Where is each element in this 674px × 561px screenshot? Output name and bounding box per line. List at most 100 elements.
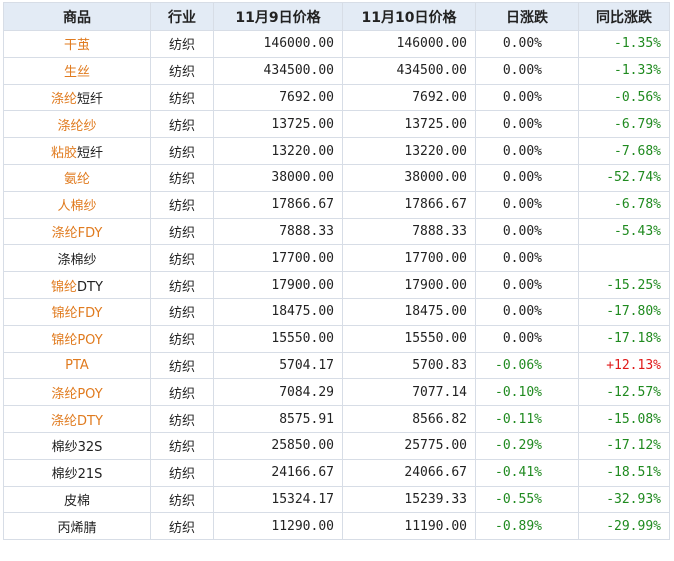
commodity-suffix: 丙烯腈 [57, 520, 97, 536]
commodity-suffix: 皮棉 [63, 493, 90, 509]
daily-change-cell: 0.00% [475, 324, 579, 353]
price-nov9-cell: 7084.29 [213, 378, 343, 407]
price-nov9-cell: 15324.17 [213, 485, 343, 514]
table-row: 氨纶 纺织 38000.00 38000.00 0.00% -52.74% [3, 163, 670, 192]
price-nov10-cell: 13220.00 [342, 137, 476, 165]
commodity-name: 锦纶FDY [3, 297, 151, 326]
industry-cell: 纺织 [150, 271, 214, 299]
industry-cell: 纺织 [150, 83, 214, 112]
yoy-change-cell: -15.25% [578, 271, 670, 299]
commodity-link[interactable]: 粘胶 [50, 145, 77, 161]
yoy-change-cell: -29.99% [578, 512, 670, 541]
commodity-suffix: 棉纱32S [51, 440, 103, 456]
table-row: 涤纶DTY 纺织 8575.91 8566.82 -0.11% -15.08% [3, 405, 670, 433]
yoy-change-cell: -52.74% [578, 163, 670, 192]
header-price-nov9[interactable]: 11月9日价格 [213, 2, 343, 31]
daily-change-cell: 0.00% [475, 137, 579, 165]
table-row: 皮棉 纺织 15324.17 15239.33 -0.55% -32.93% [3, 485, 670, 514]
table-row: 涤纶短纤 纺织 7692.00 7692.00 0.00% -0.56% [3, 83, 670, 112]
industry-cell: 纺织 [150, 190, 214, 219]
commodity-name: 涤棉纱 [3, 244, 151, 273]
commodity-suffix: 涤棉纱 [57, 252, 97, 268]
price-nov9-cell: 17866.67 [213, 190, 343, 219]
commodity-name: 丙烯腈 [3, 512, 151, 541]
yoy-change-cell: -6.78% [578, 190, 670, 219]
price-nov9-cell: 18475.00 [213, 297, 343, 326]
price-nov9-cell: 17900.00 [213, 271, 343, 299]
price-nov9-cell: 17700.00 [213, 244, 343, 273]
table-row: 干茧 纺织 146000.00 146000.00 0.00% -1.35% [3, 30, 670, 58]
table-row: 涤纶POY 纺织 7084.29 7077.14 -0.10% -12.57% [3, 378, 670, 407]
price-nov9-cell: 8575.91 [213, 405, 343, 433]
price-nov10-cell: 25775.00 [342, 431, 476, 460]
commodity-name: 干茧 [3, 30, 151, 58]
daily-change-cell: 0.00% [475, 244, 579, 273]
commodity-name: 氨纶 [3, 163, 151, 192]
commodity-link[interactable]: 涤纶FDY [51, 225, 103, 241]
commodity-link[interactable]: 氨纶 [63, 172, 90, 188]
industry-cell: 纺织 [150, 163, 214, 192]
price-nov10-cell: 17866.67 [342, 190, 476, 219]
daily-change-cell: 0.00% [475, 190, 579, 219]
header-price-nov10[interactable]: 11月10日价格 [342, 2, 476, 31]
table-row: 锦纶DTY 纺织 17900.00 17900.00 0.00% -15.25% [3, 271, 670, 299]
commodity-link[interactable]: PTA [65, 357, 89, 373]
commodity-link[interactable]: 锦纶POY [51, 333, 103, 349]
industry-cell: 纺织 [150, 485, 214, 514]
price-nov10-cell: 7692.00 [342, 83, 476, 112]
price-nov10-cell: 17900.00 [342, 271, 476, 299]
price-nov10-cell: 13725.00 [342, 110, 476, 139]
commodity-name: 涤纶短纤 [3, 83, 151, 112]
table-row: 涤棉纱 纺织 17700.00 17700.00 0.00% [3, 244, 670, 273]
price-nov9-cell: 24166.67 [213, 458, 343, 487]
price-nov9-cell: 434500.00 [213, 56, 343, 85]
yoy-change-cell: -12.57% [578, 378, 670, 407]
commodity-link[interactable]: 锦纶 [51, 279, 78, 295]
daily-change-cell: -0.55% [475, 485, 579, 514]
price-table: 商品 行业 11月9日价格 11月10日价格 日涨跌 同比涨跌 干茧 纺织 1460… [3, 2, 670, 541]
daily-change-cell: 0.00% [475, 217, 579, 246]
header-row: 商品 行业 11月9日价格 11月10日价格 日涨跌 同比涨跌 [3, 2, 670, 31]
yoy-change-cell: -0.56% [578, 83, 670, 112]
commodity-link[interactable]: 涤纶 [50, 91, 77, 107]
commodity-name: 棉纱21S [3, 458, 151, 487]
industry-cell: 纺织 [150, 110, 214, 139]
table-row: 涤纶纱 纺织 13725.00 13725.00 0.00% -6.79% [3, 110, 670, 139]
daily-change-cell: 0.00% [475, 163, 579, 192]
header-commodity[interactable]: 商品 [3, 2, 151, 31]
header-industry[interactable]: 行业 [150, 2, 214, 31]
daily-change-cell: 0.00% [475, 56, 579, 85]
commodity-link[interactable]: 涤纶DTY [51, 413, 103, 429]
commodity-name: 锦纶POY [3, 324, 151, 353]
daily-change-cell: 0.00% [475, 297, 579, 326]
yoy-change-cell: -32.93% [578, 485, 670, 514]
price-nov10-cell: 17700.00 [342, 244, 476, 273]
commodity-link[interactable]: 干茧 [63, 38, 90, 54]
commodity-suffix: 棉纱21S [51, 467, 103, 483]
industry-cell: 纺织 [150, 56, 214, 85]
yoy-change-cell: -7.68% [578, 137, 670, 165]
price-nov9-cell: 11290.00 [213, 512, 343, 541]
commodity-link[interactable]: 锦纶FDY [51, 306, 103, 322]
commodity-suffix: 短纤 [77, 91, 104, 107]
industry-cell: 纺织 [150, 217, 214, 246]
yoy-change-cell: -1.33% [578, 56, 670, 85]
commodity-link[interactable]: 人棉纱 [57, 199, 97, 215]
commodity-link[interactable]: 涤纶POY [51, 386, 103, 402]
daily-change-cell: 0.00% [475, 271, 579, 299]
commodity-link[interactable]: 涤纶纱 [57, 118, 97, 134]
commodity-name: 涤纶纱 [3, 110, 151, 139]
yoy-change-cell: -15.08% [578, 405, 670, 433]
header-daily-change[interactable]: 日涨跌 [475, 2, 579, 31]
price-nov10-cell: 18475.00 [342, 297, 476, 326]
daily-change-cell: -0.41% [475, 458, 579, 487]
price-nov9-cell: 5704.17 [213, 351, 343, 380]
price-nov10-cell: 7888.33 [342, 217, 476, 246]
price-nov9-cell: 146000.00 [213, 30, 343, 58]
price-nov10-cell: 24066.67 [342, 458, 476, 487]
commodity-link[interactable]: 生丝 [63, 65, 90, 81]
commodity-name: 锦纶DTY [3, 271, 151, 299]
industry-cell: 纺织 [150, 458, 214, 487]
header-yoy-change[interactable]: 同比涨跌 [578, 2, 670, 31]
price-nov9-cell: 15550.00 [213, 324, 343, 353]
